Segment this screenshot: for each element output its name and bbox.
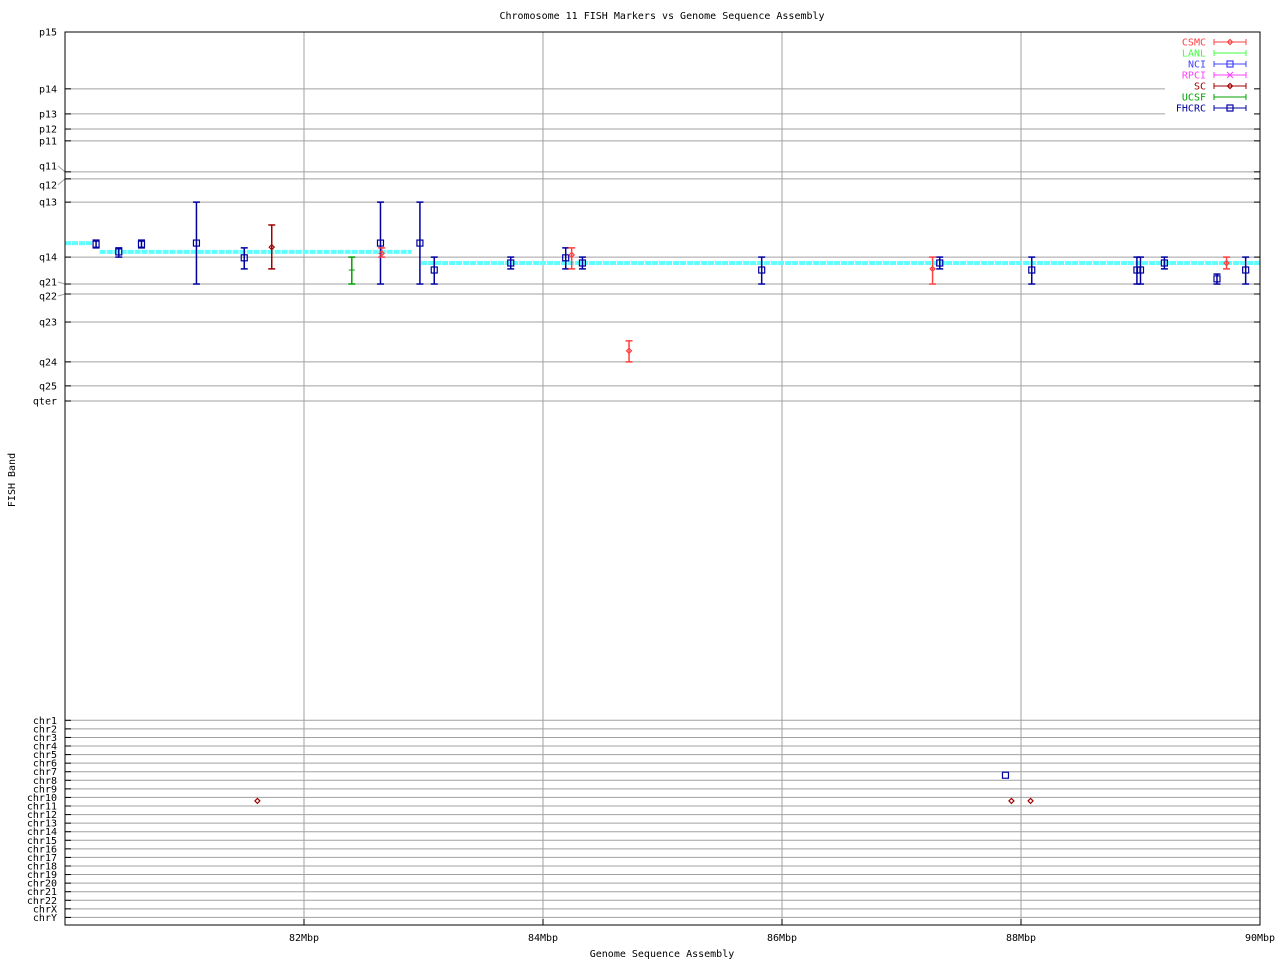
chr-tick-label: chr1 <box>33 716 57 727</box>
chr-tick-label: chr21 <box>27 887 57 898</box>
chr-tick-label: chr6 <box>33 759 57 770</box>
legend-marker <box>1226 82 1234 90</box>
y-tick-label: q21 <box>39 278 57 289</box>
chr-tick-label: chr16 <box>27 844 57 855</box>
data-point-fhcrc <box>1160 259 1169 267</box>
chr-tick-label: chrX <box>33 904 57 915</box>
x-tick-label: 82Mbp <box>289 933 319 944</box>
y-tick-label: q24 <box>39 357 57 368</box>
data-point-fhcrc <box>92 240 100 248</box>
x-tick-label: 90Mbp <box>1245 933 1275 944</box>
data-point-fhcrc <box>1213 275 1221 283</box>
legend-label: RPCI <box>1182 71 1206 82</box>
chr-tick-label: chr9 <box>33 784 57 795</box>
y-axis-label: FISH Band <box>7 453 18 507</box>
legend-label: CSMC <box>1182 38 1206 49</box>
y-tick-leader <box>57 293 66 297</box>
chr-tick-label: chr18 <box>27 861 57 872</box>
y-tick-leader <box>57 165 66 173</box>
data-point-csmc <box>625 347 633 355</box>
data-point-fhcrc <box>578 259 587 267</box>
chr-point-sc <box>254 797 261 805</box>
data-point-fhcrc <box>416 239 424 247</box>
y-tick-label: q12 <box>39 180 57 191</box>
data-point-fhcrc <box>936 259 944 267</box>
y-tick-label: q11 <box>39 161 57 172</box>
legend-label: NCI <box>1188 60 1206 71</box>
x-tick-label: 88Mbp <box>1006 933 1036 944</box>
y-tick-label: q13 <box>39 198 57 209</box>
legend-label: UCSF <box>1182 93 1206 104</box>
y-tick-label: q22 <box>39 291 57 302</box>
chr-tick-label: chr12 <box>27 810 57 821</box>
legend-marker <box>1226 60 1234 68</box>
data-point-fhcrc <box>758 266 766 274</box>
data-point-fhcrc <box>1242 266 1250 274</box>
chr-tick-label: chr5 <box>33 750 57 761</box>
data-point-fhcrc <box>240 254 248 262</box>
chr-tick-label: chr14 <box>27 827 57 838</box>
legend-marker <box>1226 38 1234 46</box>
y-tick-label: p13 <box>39 109 57 120</box>
data-point-fhcrc <box>137 240 146 248</box>
chr-tick-label: chr3 <box>33 733 57 744</box>
data-point-csmc <box>1223 259 1230 267</box>
chr-tick-label: chr10 <box>27 793 57 804</box>
chr-tick-label: chr19 <box>27 870 57 881</box>
chr-tick-label: chr8 <box>33 776 57 787</box>
chr-tick-label: chrY <box>33 913 57 924</box>
y-tick-label: p12 <box>39 125 57 136</box>
legend-marker <box>1226 104 1234 112</box>
y-tick-label: q23 <box>39 318 57 329</box>
chr-tick-label: chr22 <box>27 896 57 907</box>
data-point-sc <box>268 243 276 251</box>
y-tick-label: q14 <box>39 253 57 264</box>
x-tick-label: 84Mbp <box>528 933 558 944</box>
plot-frame <box>64 31 1261 926</box>
chr-tick-label: chr7 <box>33 767 57 778</box>
data-point-fhcrc <box>376 239 385 247</box>
y-tick-label: qter <box>33 397 57 408</box>
data-point-csmc <box>929 265 936 273</box>
grid: 82Mbp 84Mbp 86Mbp 88Mbp 90Mbp p15 p14 p13 p12p11… <box>27 28 1275 945</box>
x-tick-label: 86Mbp <box>767 933 797 944</box>
data-point-fhcrc <box>562 254 570 262</box>
chr-point-sc <box>1008 797 1015 805</box>
data-point-fhcrc <box>192 239 201 247</box>
chr-tick-label: chr17 <box>27 853 57 864</box>
data-point-fhcrc <box>1136 266 1145 274</box>
data-point-fhcrc <box>507 259 515 267</box>
chr-tick-label: chr20 <box>27 879 57 890</box>
y-tick-label: p11 <box>39 136 57 147</box>
legend-label: LANL <box>1182 49 1206 60</box>
chr-tick-label: chr15 <box>27 836 57 847</box>
y-tick-leader <box>57 281 66 285</box>
data-point-fhcrc <box>430 266 438 274</box>
data-point-csmc <box>378 250 386 257</box>
data-marks <box>65 201 1260 805</box>
y-tick-leader <box>57 178 66 186</box>
y-tick-label: p14 <box>39 84 57 95</box>
x-axis-label: Genome Sequence Assembly <box>590 949 735 960</box>
chr-tick-label: chr13 <box>27 819 57 830</box>
chr-tick-label: chr2 <box>33 724 57 735</box>
data-point-csmc <box>568 251 576 259</box>
chr-point-sc <box>1027 797 1034 805</box>
chr-tick-label: chr4 <box>33 742 57 753</box>
y-tick-label: p15 <box>39 28 57 39</box>
chart-title: Chromosome 11 FISH Markers vs Genome Seq… <box>499 11 824 22</box>
legend-label: SC <box>1194 82 1206 93</box>
data-point-fhcrc <box>115 248 123 256</box>
data-point-fhcrc <box>1028 266 1036 274</box>
legend-label: FHCRC <box>1176 104 1206 115</box>
legend-marker <box>1226 71 1234 79</box>
y-tick-label: q25 <box>39 381 57 392</box>
chr-tick-label: chr11 <box>27 802 57 813</box>
chr-point-fhcrc <box>1001 771 1010 779</box>
